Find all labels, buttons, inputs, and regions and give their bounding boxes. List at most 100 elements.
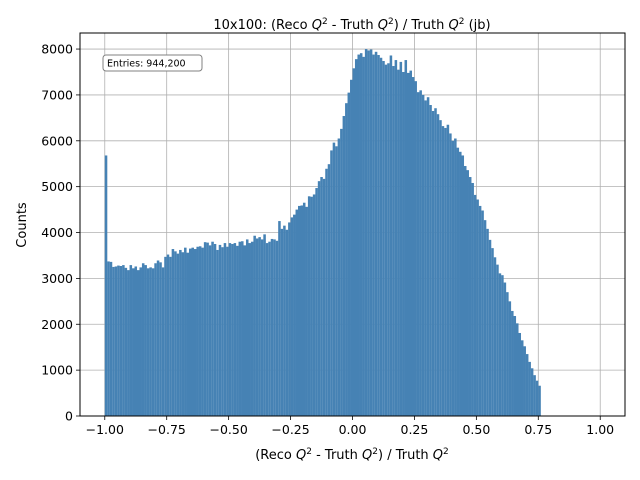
histogram-bar bbox=[429, 105, 432, 416]
histogram-bar bbox=[117, 265, 120, 416]
y-tick-label: 5000 bbox=[41, 179, 73, 194]
histogram-bar bbox=[518, 332, 522, 416]
histogram-bar bbox=[463, 166, 467, 416]
histogram-bar bbox=[280, 228, 284, 416]
histogram-bar bbox=[270, 238, 274, 416]
histogram-bar bbox=[525, 354, 529, 416]
text-part: - Truth bbox=[312, 448, 362, 463]
histogram-bar bbox=[397, 69, 400, 416]
x-tick-label: −0.75 bbox=[148, 422, 186, 437]
histogram-bar bbox=[320, 177, 323, 416]
entries-label: Entries: 944,200 bbox=[107, 59, 186, 70]
histogram-bar bbox=[476, 199, 479, 416]
histogram-bar bbox=[369, 49, 373, 416]
x-tick-label: 1.00 bbox=[586, 422, 614, 437]
histogram-bar bbox=[466, 170, 469, 416]
histogram-bar bbox=[379, 57, 383, 417]
histogram-bar bbox=[179, 249, 182, 416]
histogram-bar bbox=[245, 239, 249, 416]
y-tick-label: 2000 bbox=[41, 317, 73, 332]
histogram-bar bbox=[498, 273, 502, 416]
histogram-bar bbox=[136, 270, 140, 416]
y-tick-label: 8000 bbox=[41, 42, 73, 57]
histogram-bar bbox=[330, 150, 333, 416]
histogram-bar bbox=[354, 59, 358, 417]
histogram-bar bbox=[359, 53, 363, 416]
text-part: Q bbox=[378, 18, 388, 33]
histogram-bar bbox=[305, 206, 308, 416]
text-part: (jb) bbox=[464, 18, 490, 33]
x-tick-label: 0.75 bbox=[524, 422, 552, 437]
histogram-bar bbox=[300, 205, 304, 416]
histogram-bar bbox=[109, 261, 113, 416]
histogram-bar bbox=[459, 151, 462, 416]
histogram-bar bbox=[431, 110, 435, 417]
histogram-bar bbox=[491, 248, 494, 416]
histogram-bar bbox=[154, 263, 157, 416]
y-tick-label: 3000 bbox=[41, 271, 73, 286]
x-tick-label: 0.00 bbox=[339, 422, 367, 437]
histogram-bar bbox=[315, 188, 318, 416]
text-part: - Truth bbox=[328, 18, 378, 33]
histogram-bar bbox=[327, 164, 331, 416]
histogram-bar bbox=[402, 71, 405, 416]
histogram-bar bbox=[169, 256, 172, 416]
x-tick-label: 0.50 bbox=[462, 422, 490, 437]
histogram-bar bbox=[127, 270, 130, 416]
histogram-bar bbox=[278, 221, 281, 416]
histogram-bar bbox=[268, 241, 271, 416]
histogram-bar bbox=[236, 245, 239, 416]
histogram-bar bbox=[350, 79, 353, 416]
histogram-bar bbox=[149, 267, 152, 416]
histogram-bar bbox=[409, 70, 413, 417]
chart-title: 10x100: (Reco Q2 - Truth Q2) / Truth Q2 … bbox=[213, 17, 490, 33]
histogram-bar bbox=[211, 241, 214, 416]
histogram-bar bbox=[206, 242, 209, 416]
histogram-bar bbox=[538, 385, 541, 416]
y-axis-ticks: 0 1000 2000 3000 4000 5000 6000 7000 8000 bbox=[41, 42, 80, 424]
histogram-bar bbox=[478, 205, 482, 416]
histogram-bar bbox=[426, 97, 430, 416]
histogram-bar bbox=[122, 265, 125, 416]
histogram-bar bbox=[508, 301, 512, 416]
histogram-bar bbox=[132, 268, 135, 416]
histogram-bar bbox=[501, 275, 504, 416]
histogram-bar bbox=[196, 246, 199, 416]
x-tick-label: −0.50 bbox=[209, 422, 247, 437]
histogram-bar bbox=[198, 246, 202, 416]
histogram-bar bbox=[384, 64, 388, 416]
text-part: Q bbox=[362, 448, 372, 463]
histogram-bars bbox=[104, 49, 541, 417]
histogram-bar bbox=[506, 292, 509, 416]
histogram-bar bbox=[258, 237, 261, 416]
histogram-bar bbox=[372, 54, 375, 417]
histogram-bar bbox=[528, 361, 531, 416]
histogram-bar bbox=[444, 127, 447, 417]
text-part: 10x100: (Reco bbox=[213, 18, 311, 33]
histogram-bar bbox=[208, 245, 212, 416]
histogram-bar bbox=[496, 264, 499, 416]
histogram-bar bbox=[364, 49, 368, 416]
histogram-bar bbox=[221, 247, 224, 416]
histogram-bar bbox=[295, 209, 299, 416]
histogram-bar bbox=[493, 257, 497, 416]
histogram-bar bbox=[218, 244, 222, 416]
histogram-bar bbox=[389, 55, 393, 416]
histogram-bar bbox=[119, 266, 123, 416]
y-tick-label: 4000 bbox=[41, 225, 73, 240]
histogram-bar bbox=[322, 178, 326, 416]
histogram-bar bbox=[439, 120, 442, 416]
histogram-bar bbox=[293, 214, 296, 416]
histogram-bar bbox=[273, 239, 276, 416]
histogram-bar bbox=[228, 243, 232, 416]
histogram-bar bbox=[345, 103, 348, 417]
histogram-bar bbox=[231, 243, 234, 416]
text-part: 2 bbox=[372, 447, 378, 457]
histogram-bar bbox=[181, 252, 185, 416]
histogram-bar bbox=[107, 261, 110, 416]
histogram-bar bbox=[159, 262, 162, 416]
histogram-bar bbox=[255, 238, 259, 416]
histogram-bar bbox=[310, 196, 313, 416]
text-part: Q bbox=[433, 448, 443, 463]
y-tick-label: 6000 bbox=[41, 133, 73, 148]
